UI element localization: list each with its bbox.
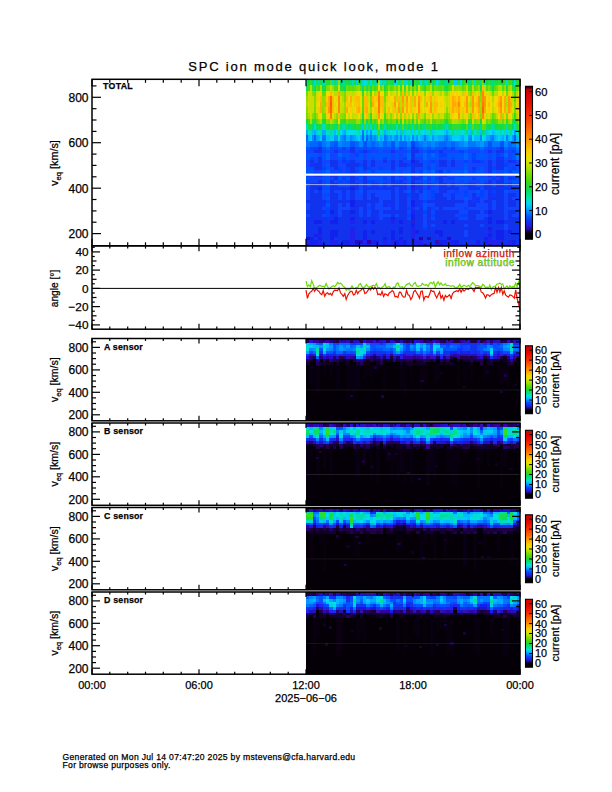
svg-text:12:00: 12:00 xyxy=(292,679,320,691)
svg-text:600: 600 xyxy=(68,363,88,377)
svg-text:600: 600 xyxy=(68,136,88,150)
svg-text:20: 20 xyxy=(535,181,547,193)
svg-text:00:00: 00:00 xyxy=(506,679,534,691)
svg-text:60: 60 xyxy=(535,598,547,610)
svg-text:06:00: 06:00 xyxy=(185,679,213,691)
svg-text:800: 800 xyxy=(68,594,88,608)
svg-text:60: 60 xyxy=(535,344,547,356)
svg-text:800: 800 xyxy=(68,341,88,355)
svg-text:angle [°]: angle [°] xyxy=(49,270,60,308)
svg-text:current [pA]: current [pA] xyxy=(548,133,562,195)
svg-text:400: 400 xyxy=(68,555,88,569)
svg-text:SPC ion mode quick look, mode: SPC ion mode quick look, mode 1 xyxy=(188,59,440,74)
svg-text:A sensor: A sensor xyxy=(104,342,143,352)
svg-text:200: 200 xyxy=(68,227,88,241)
svg-text:0: 0 xyxy=(535,228,541,240)
svg-text:800: 800 xyxy=(68,91,88,105)
svg-text:200: 200 xyxy=(68,577,88,591)
svg-text:60: 60 xyxy=(535,513,547,525)
svg-text:10: 10 xyxy=(535,205,547,217)
svg-text:current [pA]: current [pA] xyxy=(549,605,561,662)
svg-text:400: 400 xyxy=(68,386,88,400)
svg-text:600: 600 xyxy=(68,448,88,462)
svg-text:00:00: 00:00 xyxy=(78,679,106,691)
svg-text:18:00: 18:00 xyxy=(399,679,427,691)
svg-text:40: 40 xyxy=(535,133,547,145)
svg-text:400: 400 xyxy=(68,470,88,484)
svg-text:current [pA]: current [pA] xyxy=(549,351,561,408)
svg-text:2025−06−06: 2025−06−06 xyxy=(275,692,337,704)
svg-text:400: 400 xyxy=(68,182,88,196)
svg-text:C sensor: C sensor xyxy=(104,511,144,521)
svg-text:200: 200 xyxy=(68,662,88,676)
svg-text:600: 600 xyxy=(68,617,88,631)
svg-text:600: 600 xyxy=(68,532,88,546)
svg-text:−40: −40 xyxy=(68,318,88,332)
svg-text:0: 0 xyxy=(82,282,89,296)
svg-text:TOTAL: TOTAL xyxy=(103,81,133,91)
svg-text:D sensor: D sensor xyxy=(104,595,144,605)
svg-text:current [pA]: current [pA] xyxy=(549,436,561,493)
svg-text:B sensor: B sensor xyxy=(104,426,144,436)
svg-text:200: 200 xyxy=(68,493,88,507)
svg-text:30: 30 xyxy=(535,157,547,169)
svg-text:inflow attitude: inflow attitude xyxy=(445,257,515,268)
svg-text:50: 50 xyxy=(535,109,547,121)
svg-text:40: 40 xyxy=(75,245,89,259)
svg-text:For browse purposes only.: For browse purposes only. xyxy=(63,760,171,770)
svg-text:60: 60 xyxy=(535,429,547,441)
svg-text:800: 800 xyxy=(68,510,88,524)
svg-text:60: 60 xyxy=(535,86,547,98)
svg-text:−20: −20 xyxy=(68,300,88,314)
svg-text:20: 20 xyxy=(75,263,89,277)
svg-text:800: 800 xyxy=(68,425,88,439)
svg-text:200: 200 xyxy=(68,408,88,422)
svg-text:400: 400 xyxy=(68,639,88,653)
svg-text:current [pA]: current [pA] xyxy=(549,520,561,577)
